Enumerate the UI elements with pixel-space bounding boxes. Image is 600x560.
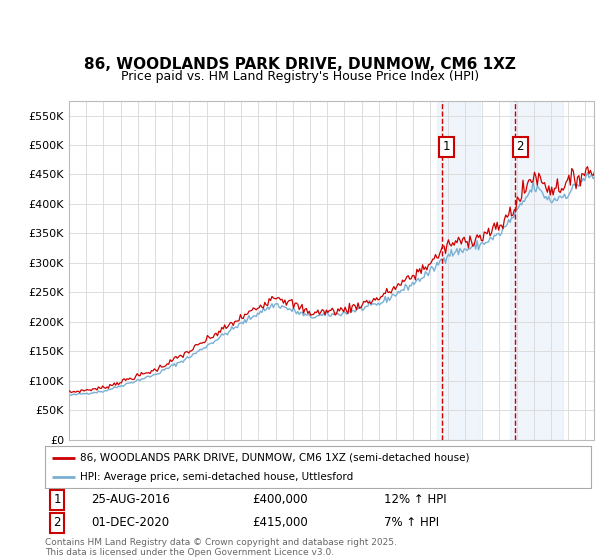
Text: 1: 1: [53, 493, 61, 506]
Text: 1: 1: [443, 140, 451, 153]
Text: 86, WOODLANDS PARK DRIVE, DUNMOW, CM6 1XZ (semi-detached house): 86, WOODLANDS PARK DRIVE, DUNMOW, CM6 1X…: [80, 452, 470, 463]
Text: Price paid vs. HM Land Registry's House Price Index (HPI): Price paid vs. HM Land Registry's House …: [121, 70, 479, 83]
Text: 25-AUG-2016: 25-AUG-2016: [91, 493, 170, 506]
Text: HPI: Average price, semi-detached house, Uttlesford: HPI: Average price, semi-detached house,…: [80, 472, 354, 482]
Text: 86, WOODLANDS PARK DRIVE, DUNMOW, CM6 1XZ: 86, WOODLANDS PARK DRIVE, DUNMOW, CM6 1X…: [84, 57, 516, 72]
Text: 2: 2: [517, 140, 524, 153]
Text: £400,000: £400,000: [253, 493, 308, 506]
Text: 12% ↑ HPI: 12% ↑ HPI: [383, 493, 446, 506]
Bar: [437, 101, 479, 440]
Bar: [510, 101, 563, 440]
Text: Contains HM Land Registry data © Crown copyright and database right 2025.
This d: Contains HM Land Registry data © Crown c…: [45, 538, 397, 557]
Text: £415,000: £415,000: [253, 516, 308, 529]
Text: 2: 2: [53, 516, 61, 529]
Text: 7% ↑ HPI: 7% ↑ HPI: [383, 516, 439, 529]
Text: 01-DEC-2020: 01-DEC-2020: [91, 516, 170, 529]
